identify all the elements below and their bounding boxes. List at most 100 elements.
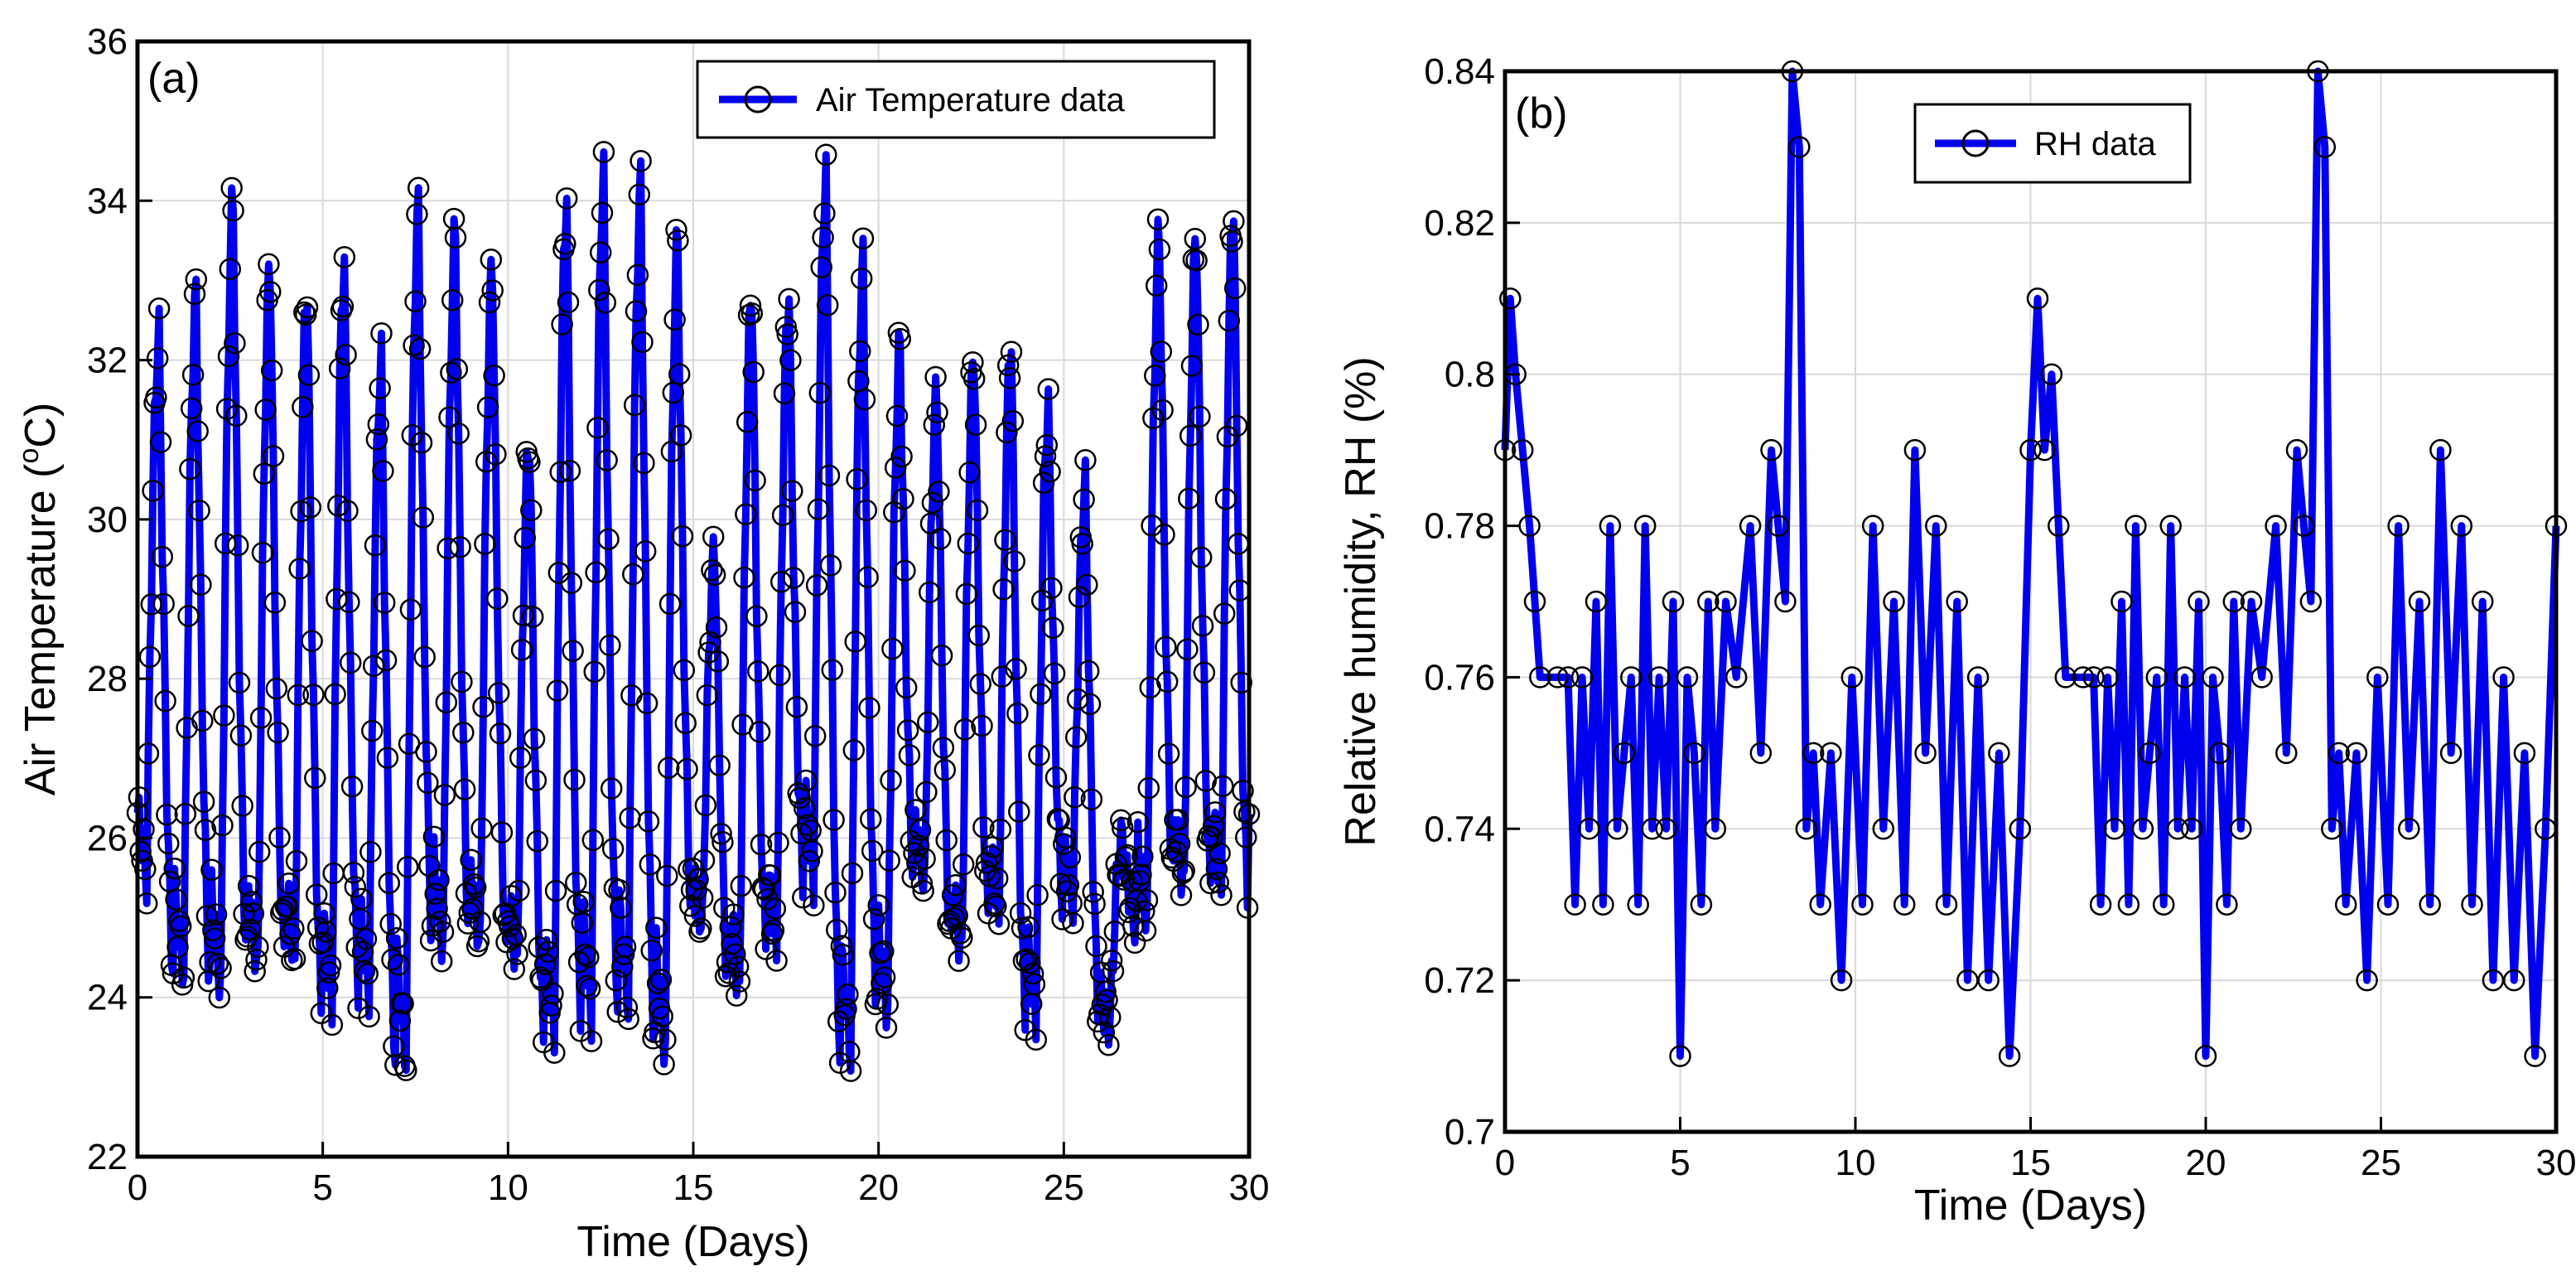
- data-point: [441, 288, 464, 312]
- data-point: [1028, 744, 1050, 766]
- data-point: [1179, 424, 1202, 447]
- y-tick-label: 0.72: [1424, 960, 1495, 1001]
- data-point: [889, 327, 912, 350]
- data-point: [2026, 288, 2049, 310]
- data-point: [605, 969, 628, 992]
- data-point: [186, 420, 209, 442]
- data-point: [869, 942, 891, 964]
- data-point: [190, 573, 212, 596]
- data-point: [735, 503, 757, 525]
- data-point: [1193, 661, 1216, 684]
- data-point: [464, 876, 487, 899]
- panel-a-y-axis-label-super: o: [13, 448, 45, 464]
- data-point: [474, 533, 496, 555]
- data-point: [1830, 969, 1853, 992]
- data-point: [2089, 893, 2112, 916]
- data-point: [1213, 602, 1236, 625]
- data-point: [279, 923, 301, 945]
- data-point: [808, 381, 832, 404]
- data-point: [2180, 818, 2203, 840]
- data-point: [994, 529, 1016, 551]
- data-point: [412, 506, 435, 529]
- data-point: [134, 858, 157, 881]
- data-point: [1094, 980, 1117, 1003]
- data-point: [884, 457, 907, 479]
- data-point: [331, 295, 355, 318]
- data-point: [302, 684, 325, 706]
- data-point: [2408, 590, 2431, 613]
- data-point: [844, 631, 866, 653]
- data-point: [340, 775, 364, 798]
- data-point: [1176, 638, 1199, 660]
- data-point: [297, 364, 321, 386]
- data-point: [542, 982, 564, 1005]
- data-point: [983, 892, 1006, 915]
- data-point: [998, 367, 1021, 389]
- data-point: [803, 724, 827, 747]
- data-point: [430, 950, 453, 973]
- data-point: [779, 349, 802, 371]
- data-point: [251, 541, 274, 564]
- data-point: [509, 747, 532, 769]
- data-point: [342, 862, 365, 884]
- data-point: [826, 918, 848, 941]
- data-point: [792, 886, 814, 909]
- data-point: [767, 831, 789, 854]
- data-point: [381, 948, 403, 971]
- data-point: [373, 592, 396, 614]
- data-point: [1146, 208, 1170, 231]
- data-point: [948, 950, 970, 973]
- data-point: [614, 935, 637, 958]
- data-point: [290, 500, 312, 523]
- data-point: [2293, 515, 2315, 537]
- data-point: [237, 874, 260, 897]
- data-point: [924, 365, 947, 389]
- data-point: [915, 781, 938, 804]
- data-point: [503, 958, 526, 980]
- data-point: [658, 592, 682, 616]
- data-point: [875, 1017, 898, 1039]
- data-point: [1155, 670, 1179, 694]
- data-point: [199, 950, 221, 974]
- data-point: [563, 768, 586, 791]
- data-point: [407, 176, 430, 200]
- data-point: [1774, 590, 1797, 613]
- data-point: [146, 347, 169, 370]
- data-point: [821, 659, 844, 681]
- data-point: [248, 840, 271, 863]
- data-point: [1066, 688, 1089, 711]
- data-point: [1556, 666, 1580, 689]
- data-point: [195, 905, 219, 927]
- data-point: [935, 829, 958, 852]
- data-point: [2275, 742, 2298, 765]
- data-point: [535, 928, 558, 951]
- x-tick-label: 20: [858, 1167, 899, 1208]
- panel-a-legend-text: Air Temperature data: [816, 82, 1126, 118]
- data-point: [972, 816, 995, 839]
- panel-b-legend-marker: [1961, 129, 1990, 157]
- data-point: [742, 360, 765, 384]
- data-point: [724, 943, 746, 965]
- data-point: [1683, 742, 1705, 765]
- data-point: [1760, 438, 1782, 462]
- data-point: [651, 1005, 673, 1027]
- data-point: [433, 784, 456, 806]
- data-point: [785, 695, 808, 718]
- data-point: [753, 878, 775, 901]
- data-point: [721, 933, 743, 955]
- data-point: [1000, 341, 1023, 363]
- data-point: [2152, 893, 2175, 916]
- data-point: [622, 563, 644, 586]
- panel-b-y-axis-label: Relative humidity, RH (%): [1337, 356, 1385, 846]
- data-point: [1669, 1045, 1691, 1067]
- data-point: [510, 639, 533, 661]
- data-point: [417, 771, 439, 795]
- data-point: [1903, 438, 1927, 462]
- data-point: [1178, 487, 1200, 510]
- data-point: [1893, 893, 1916, 916]
- data-point: [1199, 872, 1222, 895]
- data-point: [1189, 546, 1213, 568]
- data-point: [634, 539, 657, 563]
- data-point: [501, 927, 524, 950]
- data-point: [449, 536, 471, 558]
